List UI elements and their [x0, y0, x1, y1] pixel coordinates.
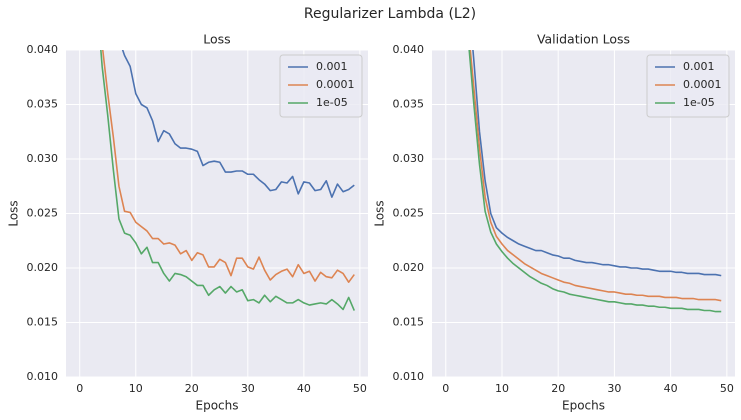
plot-area [66, 49, 368, 378]
series-line [101, 50, 355, 283]
x-tick-label: 40 [297, 382, 311, 395]
x-tick-label: 20 [551, 382, 565, 395]
legend-box [646, 54, 730, 118]
y-tick-label: 0.035 [393, 98, 425, 111]
x-tick-label: 10 [129, 382, 143, 395]
y-tick-label: 0.040 [393, 43, 425, 56]
legend-label: 0.0001 [316, 78, 355, 91]
legend-label: 1e-05 [316, 96, 348, 109]
series-lines [100, 50, 356, 311]
y-axis-label: Loss [373, 200, 387, 226]
y-tick-label: 0.025 [393, 207, 425, 220]
y-tick-label: 0.020 [27, 261, 59, 274]
y-tick-label: 0.010 [27, 370, 59, 383]
series-line [100, 50, 356, 311]
x-tick-label: 30 [607, 382, 621, 395]
y-tick-label: 0.010 [393, 370, 425, 383]
series-lines [468, 50, 722, 313]
legend-label: 0.001 [316, 60, 348, 73]
y-tick-label: 0.025 [27, 207, 59, 220]
y-tick-label: 0.030 [393, 152, 425, 165]
x-tick-label: 40 [664, 382, 678, 395]
chart-title: Loss [203, 32, 230, 47]
legend: 0.001 0.0001 1e-05 [646, 54, 730, 118]
x-tick-label: 20 [185, 382, 199, 395]
y-tick-label: 0.015 [27, 316, 59, 329]
x-axis-label: Epochs [562, 399, 605, 413]
x-tick-label: 10 [495, 382, 509, 395]
x-tick-label: 50 [720, 382, 734, 395]
x-axis-label: Epochs [196, 399, 239, 413]
series-line [469, 50, 722, 302]
x-tick-label: 50 [353, 382, 367, 395]
chart-title: Validation Loss [537, 32, 630, 47]
legend-box [279, 54, 363, 118]
y-tick-label: 0.020 [393, 261, 425, 274]
legend: 0.001 0.0001 1e-05 [279, 54, 363, 118]
x-tick-label: 30 [241, 382, 255, 395]
series-line [468, 50, 722, 313]
y-tick-label: 0.015 [393, 316, 425, 329]
plot-area [432, 49, 735, 378]
y-tick-label: 0.040 [27, 43, 59, 56]
x-tick-label: 0 [76, 382, 83, 395]
series-line [121, 50, 355, 198]
y-tick-label: 0.035 [27, 98, 59, 111]
legend-label: 0.001 [683, 60, 715, 73]
y-tick-label: 0.030 [27, 152, 59, 165]
x-tick-label: 0 [442, 382, 449, 395]
figure-title: Regularizer Lambda (L2) [304, 6, 476, 22]
y-axis-label: Loss [7, 200, 21, 226]
series-line [472, 50, 722, 277]
legend-label: 0.0001 [683, 78, 722, 91]
legend-label: 1e-05 [683, 96, 715, 109]
